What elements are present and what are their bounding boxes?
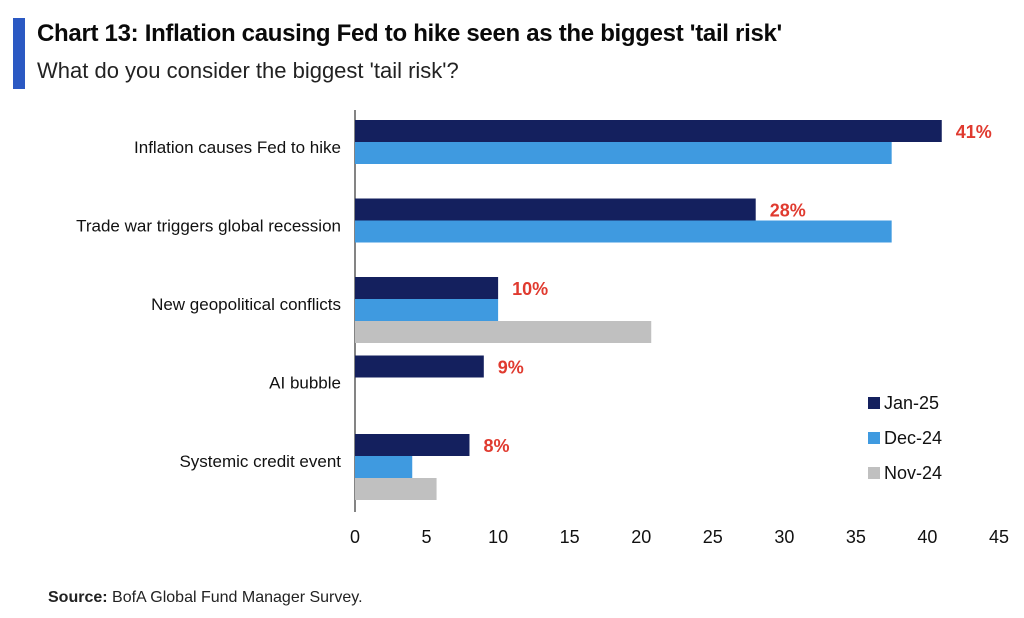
source-label: Source: [48,589,108,606]
x-tick-label: 45 [989,527,1009,547]
title-accent-bar [13,18,25,89]
category-label: Inflation causes Fed to hike [134,138,341,157]
legend-swatch-dec-24 [868,432,880,444]
chart-title: Chart 13: Inflation causing Fed to hike … [37,20,782,47]
x-tick-label: 10 [488,527,508,547]
x-tick-label: 35 [846,527,866,547]
x-tick-label: 20 [631,527,651,547]
legend-label: Jan-25 [884,393,939,413]
bar-dec-24 [355,220,892,243]
bar-jan-25 [355,120,942,142]
source-note: Source: BofA Global Fund Manager Survey. [48,589,363,607]
x-tick-label: 40 [917,527,937,547]
legend-label: Dec-24 [884,428,942,448]
chart-subtitle: What do you consider the biggest 'tail r… [37,58,459,83]
data-label: 10% [512,279,548,299]
bar-jan-25 [355,434,470,456]
bar-dec-24 [355,142,892,164]
data-label: 9% [498,358,524,378]
x-tick-label: 25 [703,527,723,547]
bar-nov-24 [355,478,437,500]
data-label: 28% [770,201,806,221]
x-tick-label: 0 [350,527,360,547]
legend-swatch-nov-24 [868,467,880,479]
category-label: Systemic credit event [179,452,341,471]
bar-jan-25 [355,198,756,221]
category-label: New geopolitical conflicts [151,295,341,314]
x-tick-label: 15 [560,527,580,547]
x-tick-label: 5 [422,527,432,547]
category-label: Trade war triggers global recession [76,217,341,236]
bar-jan-25 [355,277,499,299]
bar-jan-25 [355,355,484,378]
legend-label: Nov-24 [884,463,942,483]
bar-nov-24 [355,321,652,343]
bar-dec-24 [355,299,499,321]
legend-swatch-jan-25 [868,397,880,409]
category-label: AI bubble [269,374,341,393]
data-label: 41% [956,122,992,142]
bar-dec-24 [355,456,413,478]
data-label: 8% [483,436,509,456]
source-text: BofA Global Fund Manager Survey. [112,589,363,606]
x-tick-label: 30 [774,527,794,547]
